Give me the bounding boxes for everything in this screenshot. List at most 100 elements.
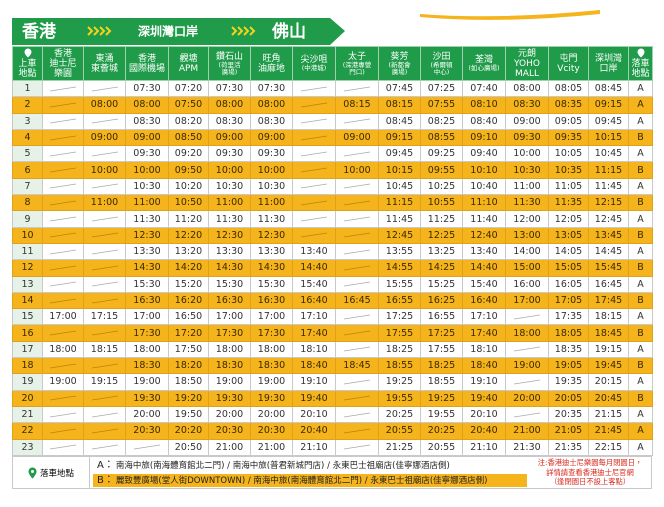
departure-time: 18:20 [168, 357, 209, 375]
no-stop [42, 389, 84, 407]
departure-time: 11:20 [168, 210, 209, 228]
departure-time: 08:30 [208, 112, 251, 130]
header-name: 上車 地點 [18, 59, 37, 79]
departure-time: 09:55 [420, 161, 463, 179]
dash [49, 363, 77, 369]
banner-from: 香港 [22, 21, 57, 42]
no-stop [335, 112, 379, 130]
departure-time: 18:30 [208, 357, 251, 375]
departure-time: 11:30 [125, 210, 169, 228]
dropoff-code: A [628, 405, 653, 424]
departure-time: 19:50 [168, 405, 209, 424]
departure-time: 18:40 [462, 357, 506, 375]
departure-time: 08:20 [168, 112, 209, 130]
departure-time: 10:00 [335, 161, 379, 179]
departure-time: 08:50 [168, 128, 209, 147]
departure-time: 10:15 [378, 161, 421, 179]
departure-time: 10:30 [250, 177, 293, 196]
dash [300, 184, 328, 189]
dash [49, 298, 77, 303]
no-stop [292, 161, 336, 179]
departure-time: 16:55 [378, 291, 421, 310]
dash [513, 379, 541, 385]
dash [343, 379, 371, 385]
dash [49, 428, 77, 434]
departure-time: 16:50 [168, 308, 209, 326]
banner-to: 佛山 [271, 21, 306, 42]
departure-time: 08:00 [208, 96, 251, 114]
departure-time: 12:05 [548, 210, 589, 228]
departure-time: 15:30 [125, 275, 169, 293]
dash [49, 265, 77, 271]
departure-time: 17:25 [378, 308, 421, 326]
column-header: 深圳灣 口岸 [588, 46, 629, 81]
departure-time: 09:30 [208, 145, 251, 163]
departure-time: 19:55 [378, 389, 421, 407]
dropoff-code: A [628, 438, 653, 456]
departure-time: 11:05 [548, 177, 589, 196]
no-stop [83, 210, 126, 228]
no-stop [335, 308, 379, 326]
header-name: 香港 迪士尼 樂園 [49, 48, 77, 79]
departure-time: 08:15 [378, 96, 421, 114]
departure-time: 21:10 [292, 438, 336, 456]
header-name: 香港 國際機場 [128, 53, 165, 74]
departure-time: 07:25 [420, 79, 463, 98]
no-stop [42, 357, 84, 375]
departure-time: 07:50 [168, 96, 209, 114]
header-name: 屯門 Vcity [557, 53, 580, 74]
departure-time: 12:40 [462, 226, 506, 244]
no-stop [335, 226, 379, 244]
column-header: 沙田 (希爾頓 中心) [420, 46, 463, 81]
pin-icon [28, 467, 37, 478]
departure-time: 17:25 [420, 324, 463, 342]
no-stop [83, 145, 126, 163]
departure-time: 18:30 [250, 357, 293, 375]
departure-time: 21:05 [548, 422, 589, 440]
departure-time: 19:05 [548, 357, 589, 375]
timetable: 上車 地點 香港 迪士尼 樂園 東涌 東薈城 香港 國際機場 觀塘 APM 鑽石山 (荷里活… [12, 46, 653, 456]
timetable-row: 21 20:00 19:50 20:00 20:00 20:10 20:25 19:55 20:… [12, 405, 653, 424]
departure-time: 19:35 [548, 373, 589, 391]
departure-time: 08:10 [462, 96, 506, 114]
departure-time: 08:15 [335, 96, 379, 114]
departure-time: 19:00 [250, 373, 293, 391]
departure-time: 18:50 [168, 373, 209, 391]
departure-time: 08:30 [250, 112, 293, 130]
dash [49, 86, 77, 92]
dash [343, 232, 371, 238]
dash [91, 363, 118, 369]
dash [49, 249, 77, 255]
timetable-row: 5 09:30 09:20 09:30 09:30 09:45 09:25 09:40 10:0… [12, 145, 653, 163]
departure-time: 11:00 [125, 194, 169, 212]
departure-time: 10:20 [168, 177, 209, 196]
departure-time: 09:25 [420, 145, 463, 163]
departure-time: 17:00 [208, 308, 251, 326]
dropoff-text: 南海中旅(南海體育館北二門) / 南海中旅(普君新城門店) / 永東巴士祖廟店(… [115, 461, 450, 471]
decor-swoosh [420, 10, 600, 20]
departure-time: 18:10 [462, 340, 506, 359]
no-stop [83, 226, 126, 244]
departure-time: 09:15 [588, 96, 629, 114]
departure-time: 08:30 [125, 112, 169, 130]
no-stop [83, 259, 126, 277]
dash [91, 412, 118, 417]
departure-time: 10:35 [548, 161, 589, 179]
no-stop [292, 210, 336, 228]
departure-time: 14:30 [208, 259, 251, 277]
departure-time: 18:00 [250, 340, 293, 359]
header-row: 上車 地點 香港 迪士尼 樂園 東涌 東薈城 香港 國際機場 觀塘 APM 鑽石山 (荷里活… [12, 46, 653, 81]
column-header: 觀塘 APM [168, 46, 209, 81]
dropoff-code: B [628, 161, 653, 179]
dash [343, 412, 371, 417]
dash [91, 249, 118, 255]
departure-time: 20:00 [505, 389, 549, 407]
no-stop [83, 275, 126, 293]
departure-time: 17:55 [378, 324, 421, 342]
departure-time: 19:10 [462, 373, 506, 391]
departure-time: 12:20 [168, 226, 209, 244]
departure-time: 12:25 [420, 226, 463, 244]
departure-time: 15:20 [168, 275, 209, 293]
no-stop [335, 194, 379, 212]
footer-title-box: 落車地點 [13, 457, 90, 488]
